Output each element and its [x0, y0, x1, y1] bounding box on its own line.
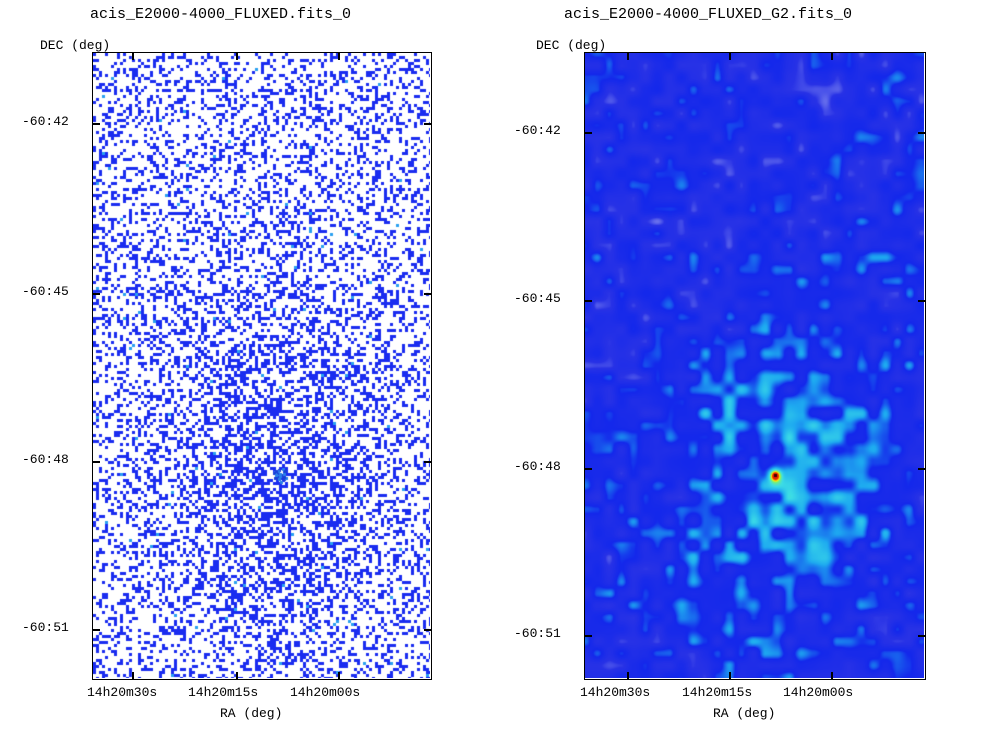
y-tick-mark [92, 293, 100, 295]
x-tick-mark [831, 52, 833, 60]
y-tick-mark [584, 468, 592, 470]
y-tick-label: -60:45 [22, 284, 69, 299]
y-tick-mark [584, 132, 592, 134]
y-axis-label: DEC (deg) [536, 38, 607, 53]
y-tick-label: -60:42 [514, 123, 561, 138]
smoothed-image-canvas [585, 53, 924, 678]
panel-right: acis_E2000-4000_FLUXED_G2.fits_0 DEC (de… [500, 0, 1000, 730]
x-tick-label: 14h20m30s [580, 685, 651, 700]
y-tick-mark [92, 123, 100, 125]
y-tick-mark [92, 461, 100, 463]
y-tick-label: -60:48 [22, 452, 69, 467]
y-tick-label: -60:45 [514, 291, 561, 306]
x-tick-mark [338, 52, 340, 60]
y-tick-label: -60:51 [514, 626, 561, 641]
y-tick-mark [424, 293, 432, 295]
chart-title: acis_E2000-4000_FLUXED.fits_0 [90, 6, 352, 23]
x-axis-label: RA (deg) [220, 706, 283, 721]
x-tick-mark [729, 672, 731, 680]
y-tick-mark [584, 300, 592, 302]
y-tick-mark [584, 635, 592, 637]
x-tick-mark [627, 52, 629, 60]
y-tick-mark [424, 461, 432, 463]
x-tick-label: 14h20m30s [87, 685, 158, 700]
y-tick-mark [918, 300, 926, 302]
x-tick-label: 14h20m00s [783, 685, 854, 700]
x-tick-label: 14h20m15s [682, 685, 753, 700]
y-tick-mark [424, 123, 432, 125]
x-tick-mark [338, 672, 340, 680]
x-tick-mark [236, 52, 238, 60]
y-tick-mark [918, 635, 926, 637]
x-tick-label: 14h20m15s [188, 685, 259, 700]
y-tick-label: -60:48 [514, 459, 561, 474]
y-tick-mark [424, 629, 432, 631]
y-tick-mark [918, 468, 926, 470]
x-tick-mark [627, 672, 629, 680]
x-tick-mark [132, 672, 134, 680]
raw-image-canvas [93, 53, 430, 678]
x-tick-mark [831, 672, 833, 680]
x-tick-mark [132, 52, 134, 60]
y-tick-mark [918, 132, 926, 134]
x-tick-label: 14h20m00s [290, 685, 361, 700]
y-tick-label: -60:51 [22, 620, 69, 635]
panel-left: acis_E2000-4000_FLUXED.fits_0 DEC (deg) … [22, 6, 432, 721]
y-tick-label: -60:42 [22, 114, 69, 129]
image-frame [92, 52, 432, 680]
chart-title: acis_E2000-4000_FLUXED_G2.fits_0 [564, 6, 853, 23]
x-tick-mark [236, 672, 238, 680]
x-axis-label: RA (deg) [713, 706, 776, 721]
x-tick-mark [729, 52, 731, 60]
y-tick-mark [92, 629, 100, 631]
y-axis-label: DEC (deg) [40, 38, 111, 53]
image-frame [584, 52, 926, 680]
